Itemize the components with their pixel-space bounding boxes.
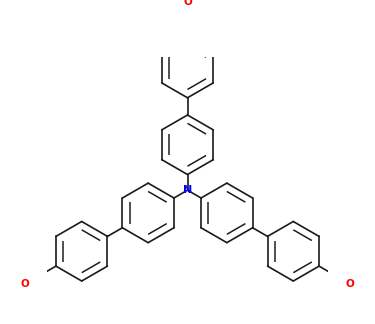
Text: N: N — [183, 185, 192, 195]
Text: O: O — [183, 0, 192, 7]
Text: O: O — [346, 279, 355, 289]
Text: O: O — [20, 279, 29, 289]
